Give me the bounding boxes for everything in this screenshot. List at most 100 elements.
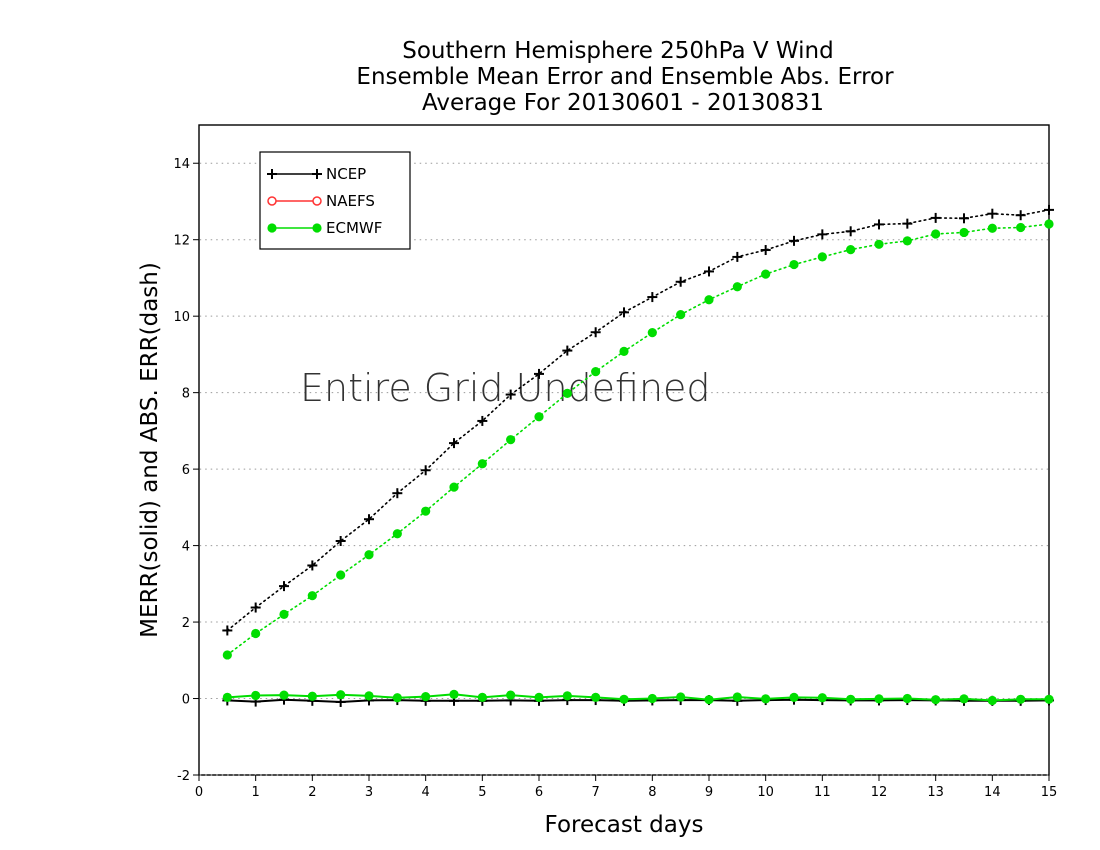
ncep-abs-error-point <box>307 560 318 571</box>
ncep-abs-error-line <box>226 209 1050 632</box>
ncep-abs-error-point <box>647 292 658 303</box>
legend: NCEP NAEFS ECMWF <box>259 151 411 250</box>
ecmwf-mean-error-point <box>421 692 431 702</box>
y-axis-ticks: -2 0 2 4 6 8 10 12 14 <box>173 157 199 784</box>
ncep-abs-error-point <box>364 514 374 525</box>
x-tick-label: 12 <box>871 785 888 800</box>
ecmwf-mean-error-point <box>789 692 799 702</box>
ecmwf-mean-error-point <box>902 693 912 704</box>
ecmwf-abs-error-point <box>817 252 827 262</box>
x-tick-label: 5 <box>478 785 486 800</box>
ecmwf-abs-error-point <box>449 482 459 492</box>
ncep-abs-error-point <box>789 235 799 246</box>
ecmwf-abs-error-point <box>676 310 686 320</box>
ncep-abs-error-point <box>987 208 998 219</box>
ecmwf-abs-error-point <box>987 223 997 233</box>
ecmwf-mean-error-point <box>959 694 969 704</box>
ecmwf-mean-error-point <box>477 692 487 702</box>
ecmwf-abs-error-point <box>421 506 431 516</box>
ecmwf-mean-error-point <box>874 694 884 704</box>
y-tick-label: 10 <box>173 310 190 325</box>
ncep-abs-error-point <box>930 212 941 223</box>
ncep-abs-error-point <box>1044 204 1054 215</box>
x-tick-label: 2 <box>308 785 316 800</box>
ecmwf-abs-error-point <box>959 227 969 238</box>
x-axis-ticks: 0 1 2 3 4 5 6 7 8 9 10 11 12 13 14 15 <box>195 775 1057 800</box>
legend-marker-end-ncep <box>312 169 322 179</box>
y-tick-label: 4 <box>182 540 190 555</box>
ecmwf-abs-error-point <box>931 229 941 239</box>
ncep-abs-error-point <box>619 307 629 318</box>
ncep-abs-error-point <box>420 465 431 476</box>
ncep-abs-error-point <box>675 276 686 287</box>
x-tick-label: 6 <box>535 785 543 800</box>
ecmwf-abs-error-point <box>704 295 714 305</box>
ncep-abs-error-point <box>250 602 261 613</box>
ncep-abs-error-point <box>534 368 544 379</box>
ecmwf-abs-error-point <box>506 435 516 445</box>
ecmwf-mean-error-point <box>506 690 516 700</box>
ecmwf-abs-error-point <box>1044 219 1054 229</box>
x-axis-label: Forecast days <box>545 812 704 838</box>
x-tick-label: 15 <box>1041 785 1058 800</box>
ncep-abs-error-point <box>590 327 601 338</box>
chart-title-line-2: Ensemble Mean Error and Ensemble Abs. Er… <box>356 64 894 90</box>
ncep-abs-error-point <box>845 226 856 237</box>
x-tick-label: 10 <box>757 785 774 800</box>
ncep-abs-error-point <box>902 218 913 229</box>
y-tick-label: 0 <box>182 693 190 708</box>
y-tick-label: -2 <box>177 769 190 784</box>
x-tick-label: 1 <box>252 785 260 800</box>
ecmwf-abs-error-line <box>226 223 1050 656</box>
ecmwf-mean-error-point <box>534 692 544 702</box>
ecmwf-mean-error-point <box>761 694 771 704</box>
ecmwf-mean-error-point <box>307 691 317 701</box>
x-tick-label: 13 <box>927 785 944 800</box>
x-tick-label: 7 <box>592 785 600 800</box>
ecmwf-mean-error-point <box>1016 694 1026 704</box>
ecmwf-abs-error-point <box>307 591 317 601</box>
y-tick-label: 12 <box>173 234 190 249</box>
legend-label-ncep: NCEP <box>326 165 366 183</box>
legend-label-ecmwf: ECMWF <box>326 219 382 237</box>
ecmwf-mean-error-point <box>846 694 856 704</box>
series-group <box>222 204 1054 707</box>
ecmwf-mean-error-point <box>704 695 714 705</box>
ncep-abs-error-point <box>449 438 459 449</box>
x-tick-label: 4 <box>422 785 430 800</box>
ncep-abs-error-point <box>817 229 828 240</box>
legend-label-naefs: NAEFS <box>326 192 375 210</box>
ecmwf-mean-error-point <box>222 692 232 702</box>
x-tick-label: 9 <box>705 785 713 800</box>
ecmwf-mean-error-point <box>619 694 629 704</box>
y-axis-label: MERR(solid) and ABS. ERR(dash) <box>137 262 163 638</box>
ecmwf-mean-error-point <box>279 690 289 700</box>
x-tick-label: 3 <box>365 785 373 800</box>
ecmwf-abs-error-point <box>562 388 572 399</box>
ecmwf-abs-error-point <box>874 239 884 249</box>
ecmwf-abs-error-point <box>902 236 912 246</box>
x-tick-label: 0 <box>195 785 203 800</box>
ecmwf-mean-error-point <box>732 692 742 702</box>
ecmwf-abs-error-point <box>789 259 799 270</box>
y-tick-label: 2 <box>182 616 190 631</box>
ecmwf-mean-error-point <box>987 695 997 706</box>
ecmwf-mean-error-point <box>562 691 572 701</box>
y-tick-label: 8 <box>182 387 190 402</box>
ecmwf-mean-error-point <box>336 690 346 700</box>
ncep-abs-error-point <box>279 581 289 592</box>
chart-title-line-3: Average For 20130601 - 20130831 <box>422 90 824 116</box>
x-tick-label: 14 <box>984 785 1001 800</box>
ecmwf-mean-error-point <box>364 691 374 701</box>
ncep-abs-error-point <box>732 251 743 262</box>
ecmwf-abs-error-point <box>619 346 629 356</box>
ecmwf-mean-error-point <box>449 689 459 699</box>
x-tick-label: 8 <box>648 785 656 800</box>
ncep-abs-error-point <box>562 345 573 356</box>
ecmwf-mean-error-point <box>817 693 827 703</box>
ncep-abs-error-point <box>505 389 516 400</box>
x-tick-label: 11 <box>814 785 831 800</box>
ecmwf-abs-error-point <box>732 282 742 292</box>
ncep-abs-error-point <box>874 219 884 230</box>
